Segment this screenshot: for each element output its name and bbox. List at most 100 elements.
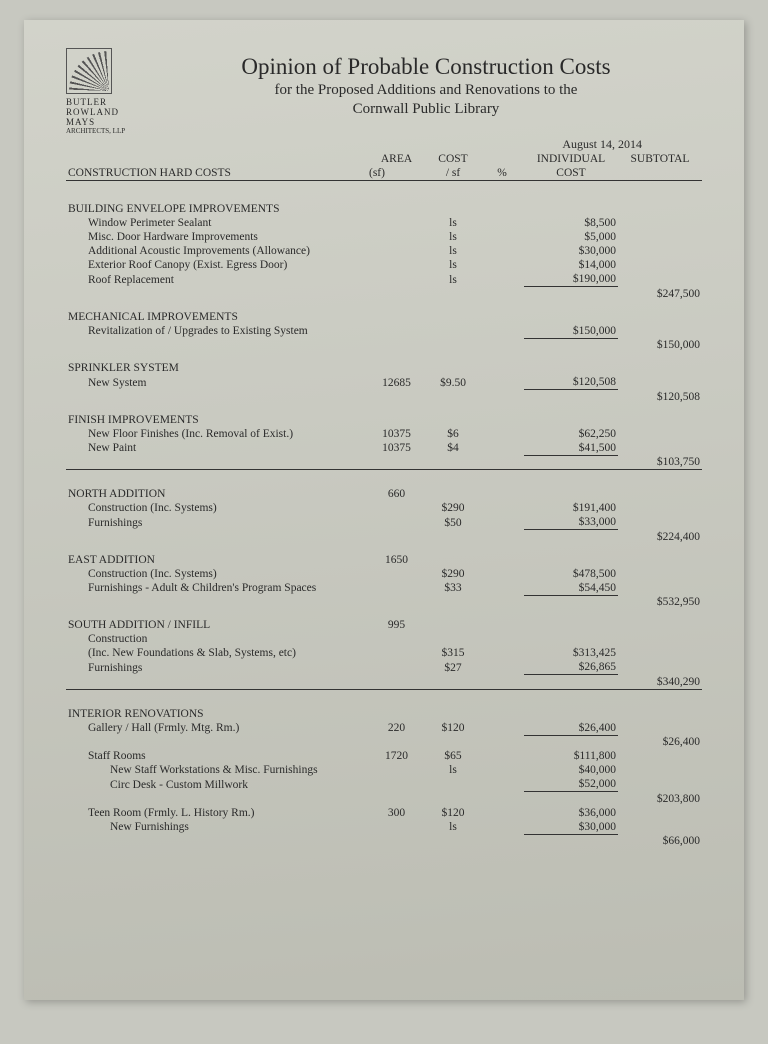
label-cell: EAST ADDITION xyxy=(66,544,367,567)
c-pct-cell xyxy=(480,375,524,390)
c-sub-cell xyxy=(618,698,702,721)
c-area-cell xyxy=(367,530,426,544)
c-cost-cell xyxy=(426,792,480,806)
title-block: Opinion of Probable Construction Costs f… xyxy=(150,48,702,118)
c-ind-cell: $478,500 xyxy=(524,567,618,581)
c-cost-cell xyxy=(426,390,480,404)
c-sub-cell xyxy=(618,515,702,530)
c-cost-cell xyxy=(426,193,480,216)
c-pct-cell xyxy=(480,287,524,301)
line-subitem: New Furnishingsls$30,000 xyxy=(66,820,702,835)
label-cell: New Paint xyxy=(66,441,367,456)
c-ind-cell xyxy=(524,301,618,324)
c-ind-cell: $26,865 xyxy=(524,660,618,675)
label-cell: New Floor Finishes (Inc. Removal of Exis… xyxy=(66,427,367,441)
c-ind-cell xyxy=(524,338,618,352)
hdr-ind2: COST xyxy=(524,166,618,181)
c-pct-cell xyxy=(480,324,524,339)
line-item: Furnishings$27$26,865 xyxy=(66,660,702,675)
c-ind-cell xyxy=(524,455,618,470)
label-cell xyxy=(66,455,367,470)
c-pct-cell xyxy=(480,441,524,456)
c-ind-cell xyxy=(524,544,618,567)
c-cost-cell xyxy=(426,698,480,721)
line-item: Furnishings - Adult & Children's Program… xyxy=(66,581,702,596)
c-cost-cell: $290 xyxy=(426,501,480,515)
c-sub-cell xyxy=(618,581,702,596)
c-cost-cell: ls xyxy=(426,244,480,258)
c-cost-cell xyxy=(426,352,480,375)
label-cell: Additional Acoustic Improvements (Allowa… xyxy=(66,244,367,258)
c-sub-cell: $224,400 xyxy=(618,530,702,544)
c-sub-cell xyxy=(618,216,702,230)
c-pct-cell xyxy=(480,806,524,820)
c-sub-cell xyxy=(618,763,702,777)
c-sub-cell xyxy=(618,352,702,375)
c-ind-cell: $40,000 xyxy=(524,763,618,777)
c-ind-cell xyxy=(524,834,618,848)
c-pct-cell xyxy=(480,777,524,792)
section-head: BUILDING ENVELOPE IMPROVEMENTS xyxy=(66,193,702,216)
c-ind-cell xyxy=(524,698,618,721)
c-cost-cell xyxy=(426,301,480,324)
c-pct-cell xyxy=(480,632,524,646)
c-sub-cell: $66,000 xyxy=(618,834,702,848)
c-area-cell xyxy=(367,244,426,258)
label-cell: Window Perimeter Sealant xyxy=(66,216,367,230)
c-sub-cell xyxy=(618,567,702,581)
c-area-cell xyxy=(367,834,426,848)
line-subitem: New Staff Workstations & Misc. Furnishin… xyxy=(66,763,702,777)
c-pct-cell xyxy=(480,301,524,324)
c-cost-cell: ls xyxy=(426,216,480,230)
c-ind-cell xyxy=(524,595,618,609)
c-pct-cell xyxy=(480,834,524,848)
label-cell: FINISH IMPROVEMENTS xyxy=(66,404,367,427)
label-cell: SPRINKLER SYSTEM xyxy=(66,352,367,375)
c-area-cell: 995 xyxy=(367,609,426,632)
c-pct-cell xyxy=(480,763,524,777)
c-area-cell xyxy=(367,735,426,749)
label-cell: (Inc. New Foundations & Slab, Systems, e… xyxy=(66,646,367,660)
c-ind-cell: $62,250 xyxy=(524,427,618,441)
c-cost-cell xyxy=(426,735,480,749)
c-cost-cell xyxy=(426,455,480,470)
line-item: Construction (Inc. Systems) $290 $191,400 xyxy=(66,501,702,515)
logo-block: BUTLER ROWLAND MAYS ARCHITECTS, LLP xyxy=(66,48,150,135)
line-item: (Inc. New Foundations & Slab, Systems, e… xyxy=(66,646,702,660)
label-cell: Construction (Inc. Systems) xyxy=(66,567,367,581)
c-area-cell xyxy=(367,581,426,596)
c-pct-cell xyxy=(480,352,524,375)
header-row-1: CONSTRUCTION HARD COSTS AREA COST INDIVI… xyxy=(66,152,702,166)
label-cell xyxy=(66,287,367,301)
c-cost-cell: ls xyxy=(426,272,480,287)
c-ind-cell: $30,000 xyxy=(524,820,618,835)
c-ind-cell xyxy=(524,675,618,690)
c-cost-cell xyxy=(426,632,480,646)
c-area-cell xyxy=(367,675,426,690)
c-cost-cell: $27 xyxy=(426,660,480,675)
c-ind-cell: $191,400 xyxy=(524,501,618,515)
logo-sub: ARCHITECTS, LLP xyxy=(66,128,150,136)
label-cell: Furnishings xyxy=(66,515,367,530)
header: BUTLER ROWLAND MAYS ARCHITECTS, LLP Opin… xyxy=(66,48,702,135)
c-ind-cell: $120,508 xyxy=(524,375,618,390)
c-pct-cell xyxy=(480,735,524,749)
label-cell: NORTH ADDITION xyxy=(66,478,367,501)
c-sub-cell: $120,508 xyxy=(618,390,702,404)
c-area-cell xyxy=(367,301,426,324)
section-head: NORTH ADDITION660 xyxy=(66,478,702,501)
c-area-cell xyxy=(367,455,426,470)
c-sub-cell xyxy=(618,501,702,515)
section-head: INTERIOR RENOVATIONS xyxy=(66,698,702,721)
c-cost-cell: $290 xyxy=(426,567,480,581)
c-pct-cell xyxy=(480,478,524,501)
c-area-cell xyxy=(367,632,426,646)
c-ind-cell xyxy=(524,530,618,544)
c-sub-cell xyxy=(618,609,702,632)
c-pct-cell xyxy=(480,544,524,567)
c-sub-cell xyxy=(618,806,702,820)
label-cell: Construction (Inc. Systems) xyxy=(66,501,367,515)
line-item: Furnishings$50$33,000 xyxy=(66,515,702,530)
c-ind-cell xyxy=(524,478,618,501)
c-area-cell: 12685 xyxy=(367,375,426,390)
